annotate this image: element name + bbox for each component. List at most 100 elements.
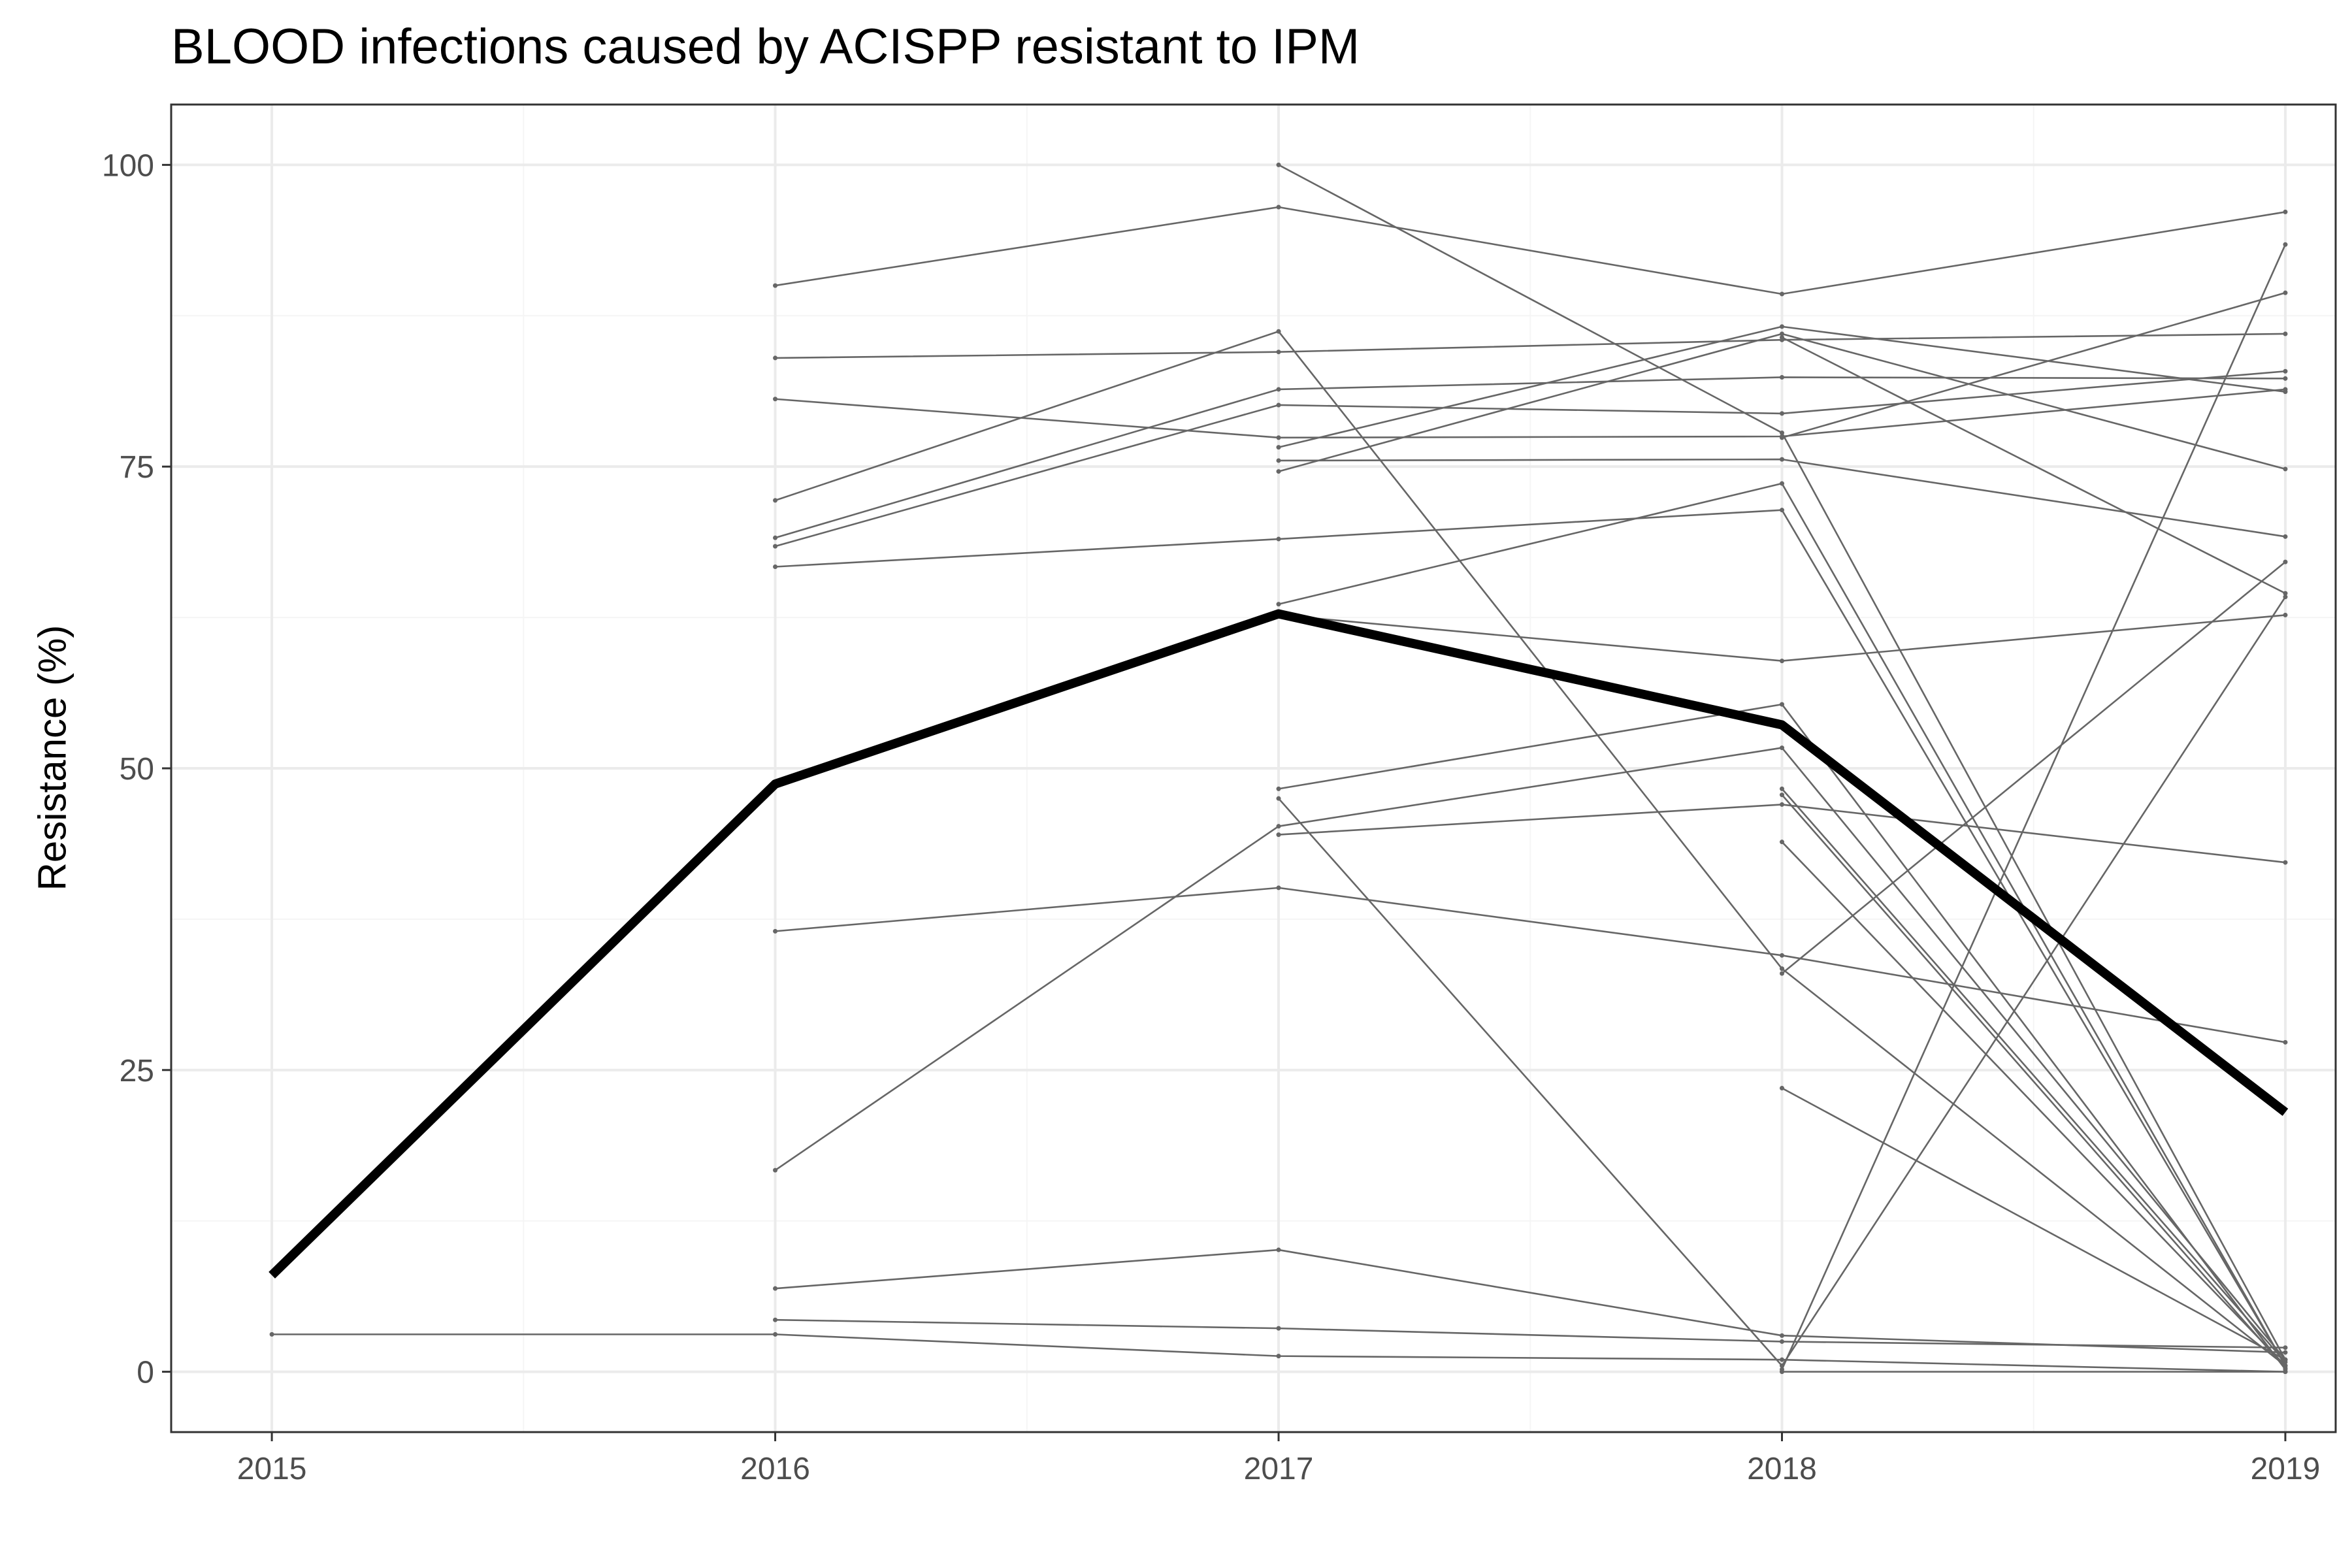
series-point (1276, 402, 1281, 408)
y-tick-label: 50 (120, 752, 154, 787)
series-point (2283, 331, 2288, 336)
grid-layer (171, 105, 2336, 1432)
series-point (1276, 445, 1281, 450)
series-point (2283, 466, 2288, 472)
summary-layer (269, 609, 2289, 1279)
series-point (1779, 659, 1784, 664)
series-point (773, 1286, 778, 1291)
series-point (1779, 792, 1784, 798)
x-axis: 2015 2016 2017 2018 2019 (237, 1432, 2320, 1486)
series-point (2283, 1357, 2288, 1362)
series-point (1276, 387, 1281, 392)
series-point (1276, 350, 1281, 355)
series-point (1276, 832, 1281, 838)
series-line-9 (775, 887, 2286, 1043)
series-point (1779, 335, 1784, 340)
series-point (773, 564, 778, 570)
series-point (773, 544, 778, 549)
series-point (1276, 204, 1281, 210)
series-line-3 (775, 333, 2285, 359)
series-line-10 (774, 747, 2286, 1360)
series-point (1779, 331, 1784, 336)
series-point (1276, 536, 1281, 542)
series-line-4 (775, 388, 2286, 439)
series-line-26 (1781, 841, 2286, 1367)
series-point (1779, 966, 1784, 972)
series-point (2283, 1363, 2288, 1368)
y-axis: 0 25 50 75 100 (102, 148, 171, 1390)
x-tick-label: 2015 (237, 1452, 307, 1486)
series-point (1276, 1247, 1281, 1252)
series-point (1779, 1339, 1784, 1344)
series-point (773, 535, 778, 540)
series-point (1779, 953, 1784, 958)
series-point (1779, 411, 1784, 416)
x-tick-label: 2016 (740, 1452, 810, 1486)
series-point (773, 498, 778, 503)
series-point (1779, 1086, 1784, 1091)
y-tick-label: 100 (102, 148, 154, 183)
series-point (2283, 1369, 2288, 1375)
series-point (2283, 591, 2288, 596)
series-point (2283, 1345, 2288, 1350)
series-line-25 (1781, 794, 2286, 1369)
series-point (1779, 324, 1784, 329)
series-point (1779, 802, 1784, 807)
series-point (1779, 840, 1784, 845)
series-point (2283, 559, 2288, 564)
series-point (773, 283, 778, 288)
series-point (1779, 374, 1784, 380)
series-point (1779, 702, 1784, 707)
series-point (1276, 1354, 1281, 1359)
series-point (2283, 534, 2288, 539)
series-point (1276, 329, 1281, 334)
series-line-29 (1781, 244, 2287, 1370)
series-point (1276, 435, 1281, 440)
series-point (1276, 162, 1281, 167)
series-point (1779, 430, 1784, 435)
series-point (1276, 602, 1281, 607)
series-point (2283, 368, 2288, 374)
series-point (1779, 1369, 1784, 1375)
y-tick-label: 25 (120, 1054, 154, 1088)
series-line-8 (775, 509, 2287, 1367)
series-line-27 (1781, 561, 2286, 975)
series-point (1276, 885, 1281, 890)
series-point (1276, 824, 1281, 829)
series-line-5 (775, 330, 2286, 1367)
series-point (2283, 860, 2288, 865)
series-line-28 (1781, 1087, 2286, 1361)
series-point (1779, 508, 1784, 513)
y-tick-label: 75 (120, 450, 154, 485)
series-point (773, 1317, 778, 1322)
series-point (1276, 1326, 1281, 1331)
series-point (2283, 595, 2288, 600)
series-point (1276, 458, 1281, 463)
series-point (1779, 457, 1784, 462)
series-line-12 (775, 1318, 2285, 1348)
series-point (2283, 1350, 2288, 1355)
series-point (773, 928, 778, 934)
series-point (2283, 389, 2288, 395)
series-point (2283, 376, 2288, 381)
series-point (773, 1168, 778, 1173)
series-line-7 (775, 370, 2286, 547)
series-point (2283, 1039, 2288, 1045)
series-point (2283, 612, 2288, 617)
series-line-2 (775, 206, 2286, 295)
series-point (2283, 242, 2288, 247)
series-point (1779, 1357, 1784, 1362)
series-point (1276, 469, 1281, 474)
series-line-22 (1782, 291, 2286, 439)
series-point (1779, 1333, 1784, 1338)
series-point (1779, 745, 1784, 751)
series-point (773, 355, 778, 361)
series-line-23 (1781, 336, 2286, 595)
summary-line (269, 609, 2289, 1279)
series-layer (269, 162, 2288, 1375)
series-point (1276, 796, 1281, 801)
series-point (1276, 786, 1281, 791)
series-point (2283, 209, 2288, 214)
